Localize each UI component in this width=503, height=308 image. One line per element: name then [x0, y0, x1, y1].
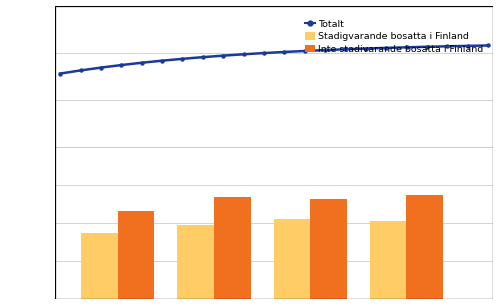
Bar: [214, 197, 250, 299]
Bar: [274, 219, 310, 299]
Bar: [178, 225, 214, 299]
Bar: [310, 199, 347, 299]
Bar: [370, 221, 406, 299]
Bar: [118, 211, 154, 299]
Bar: [81, 233, 118, 299]
Legend: Totalt, Stadigvarande bosatta i Finland, Inte stadivarande bosatta i Finland: Totalt, Stadigvarande bosatta i Finland,…: [305, 20, 483, 54]
Bar: [406, 195, 443, 299]
